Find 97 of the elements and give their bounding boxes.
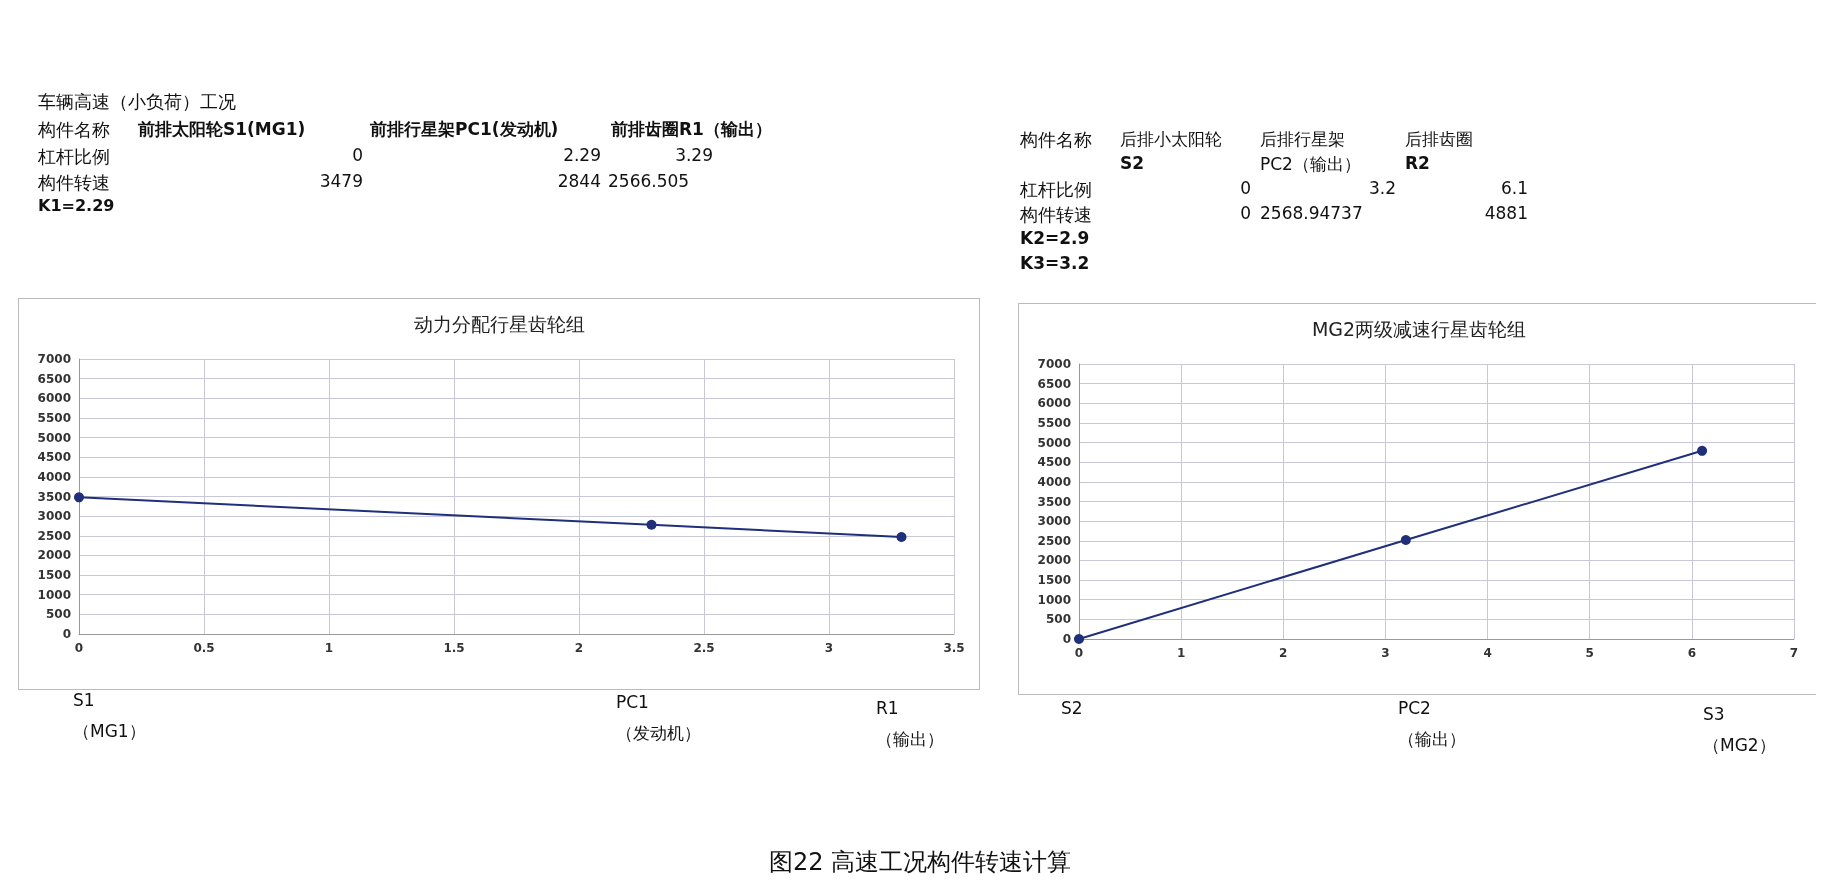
y-tick-label: 1500 bbox=[1037, 573, 1071, 588]
text: R2 bbox=[1405, 153, 1430, 173]
y-tick-label: 3000 bbox=[37, 509, 71, 524]
x-tick-label: 3 bbox=[824, 641, 834, 655]
text: 2566.505 bbox=[608, 171, 690, 191]
y-tick-label: 5500 bbox=[1037, 415, 1071, 430]
text: （MG2） bbox=[1703, 734, 1776, 757]
x-tick-label: 1 bbox=[324, 641, 334, 655]
text: （输出） bbox=[1398, 728, 1466, 751]
point bbox=[74, 492, 84, 503]
y-tick-label: 2000 bbox=[1037, 553, 1071, 568]
x-tick-label: 2 bbox=[574, 641, 584, 655]
chart-title: 动力分配行星齿轮组 bbox=[413, 312, 585, 335]
y-tick-label: 5000 bbox=[1037, 435, 1071, 450]
chart-title: MG2两级减速行星齿轮组 bbox=[1311, 317, 1527, 340]
text: 4881 bbox=[1484, 203, 1528, 223]
text: （MG1） bbox=[73, 720, 146, 743]
text: 构件名称 bbox=[38, 118, 110, 142]
text: 车辆高速（小负荷）工况 bbox=[38, 90, 236, 114]
y-tick-label: 5500 bbox=[37, 410, 71, 425]
text: 0 bbox=[1240, 203, 1251, 223]
text: 3.2 bbox=[1368, 178, 1396, 198]
y-tick-label: 0 bbox=[62, 627, 71, 641]
text: K1=2.29 bbox=[38, 196, 115, 215]
text: 2568.94737 bbox=[1260, 203, 1363, 223]
y-tick-label: 3500 bbox=[1037, 494, 1071, 509]
y-tick-label: 2500 bbox=[37, 528, 71, 543]
y-tick-label: 1500 bbox=[37, 568, 71, 583]
x-tick-label: 7 bbox=[1789, 646, 1799, 660]
y-tick-label: 7000 bbox=[1037, 357, 1071, 371]
y-tick-label: 6000 bbox=[37, 391, 71, 406]
x-tick-label: 1.5 bbox=[443, 641, 465, 655]
text: 6.1 bbox=[1500, 178, 1528, 198]
y-tick-label: 1000 bbox=[1037, 592, 1071, 607]
x-tick-label: 4 bbox=[1483, 646, 1492, 660]
x-tick-label: 2 bbox=[1279, 646, 1288, 660]
text: 前排行星架PC1(发动机) bbox=[370, 118, 559, 141]
text: 0 bbox=[1240, 178, 1251, 198]
text: K2=2.9 bbox=[1020, 228, 1090, 248]
x-tick-label: 5 bbox=[1585, 646, 1594, 660]
y-tick-label: 1000 bbox=[37, 587, 71, 602]
point bbox=[1074, 634, 1084, 644]
x-tick-label: 3.5 bbox=[943, 641, 965, 655]
text: 3.29 bbox=[675, 145, 713, 165]
text: 前排太阳轮S1(MG1) bbox=[138, 118, 306, 141]
text: 0 bbox=[352, 145, 363, 165]
text: 3479 bbox=[319, 171, 363, 191]
x-tick-label: 6 bbox=[1687, 646, 1697, 660]
y-tick-label: 5000 bbox=[37, 430, 71, 445]
text: 2844 bbox=[557, 171, 601, 191]
x-tick-label: 3 bbox=[1381, 646, 1390, 660]
y-tick-label: 6000 bbox=[1037, 396, 1071, 411]
x-tick-label: 0 bbox=[74, 641, 84, 655]
y-tick-label: 6500 bbox=[1037, 376, 1071, 391]
x-tick-label: 0.5 bbox=[193, 641, 215, 655]
text: 2.29 bbox=[563, 145, 601, 165]
text: PC2 bbox=[1398, 698, 1431, 718]
y-tick-label: 500 bbox=[1045, 612, 1071, 627]
text: （输出） bbox=[876, 728, 944, 751]
text: R1 bbox=[876, 698, 899, 718]
text: 前排齿圈R1（输出） bbox=[611, 118, 772, 141]
x-tick-label: 1 bbox=[1176, 646, 1186, 660]
text: 后排小太阳轮 bbox=[1120, 128, 1222, 151]
y-tick-label: 2500 bbox=[1037, 533, 1071, 548]
x-tick-label: 0 bbox=[1074, 646, 1084, 660]
point bbox=[896, 531, 907, 542]
x-tick-label: 2.5 bbox=[693, 641, 715, 655]
text: 杠杆比例 bbox=[38, 145, 110, 169]
text: 构件转速 bbox=[38, 171, 110, 195]
point bbox=[646, 519, 657, 530]
text: K3=3.2 bbox=[1020, 253, 1090, 273]
text: （发动机） bbox=[616, 722, 701, 745]
y-tick-label: 4500 bbox=[37, 450, 71, 465]
text: S2 bbox=[1120, 153, 1145, 173]
y-tick-label: 7000 bbox=[37, 352, 71, 366]
y-tick-label: 3500 bbox=[37, 489, 71, 504]
text: S2 bbox=[1061, 698, 1083, 718]
point bbox=[1400, 535, 1411, 545]
caption: 图22 高速工况构件转速计算 bbox=[768, 847, 1072, 878]
text: 杠杆比例 bbox=[1020, 178, 1092, 202]
text: PC2（输出） bbox=[1260, 153, 1361, 176]
y-tick-label: 2000 bbox=[37, 548, 71, 563]
text: PC1 bbox=[616, 692, 649, 712]
text: 后排齿圈 bbox=[1405, 128, 1473, 151]
text: 构件转速 bbox=[1020, 203, 1092, 227]
y-tick-label: 4000 bbox=[1037, 474, 1071, 489]
text: 构件名称 bbox=[1020, 128, 1092, 152]
y-tick-label: 3000 bbox=[1037, 514, 1071, 529]
text: 后排行星架 bbox=[1260, 128, 1345, 151]
y-tick-label: 4000 bbox=[37, 469, 71, 484]
text: S3 bbox=[1703, 704, 1725, 724]
point bbox=[1697, 445, 1708, 456]
y-tick-label: 6500 bbox=[37, 371, 71, 386]
y-tick-label: 4500 bbox=[1037, 455, 1071, 470]
y-tick-label: 500 bbox=[45, 607, 71, 622]
y-tick-label: 0 bbox=[1062, 632, 1071, 646]
text: S1 bbox=[73, 690, 95, 710]
